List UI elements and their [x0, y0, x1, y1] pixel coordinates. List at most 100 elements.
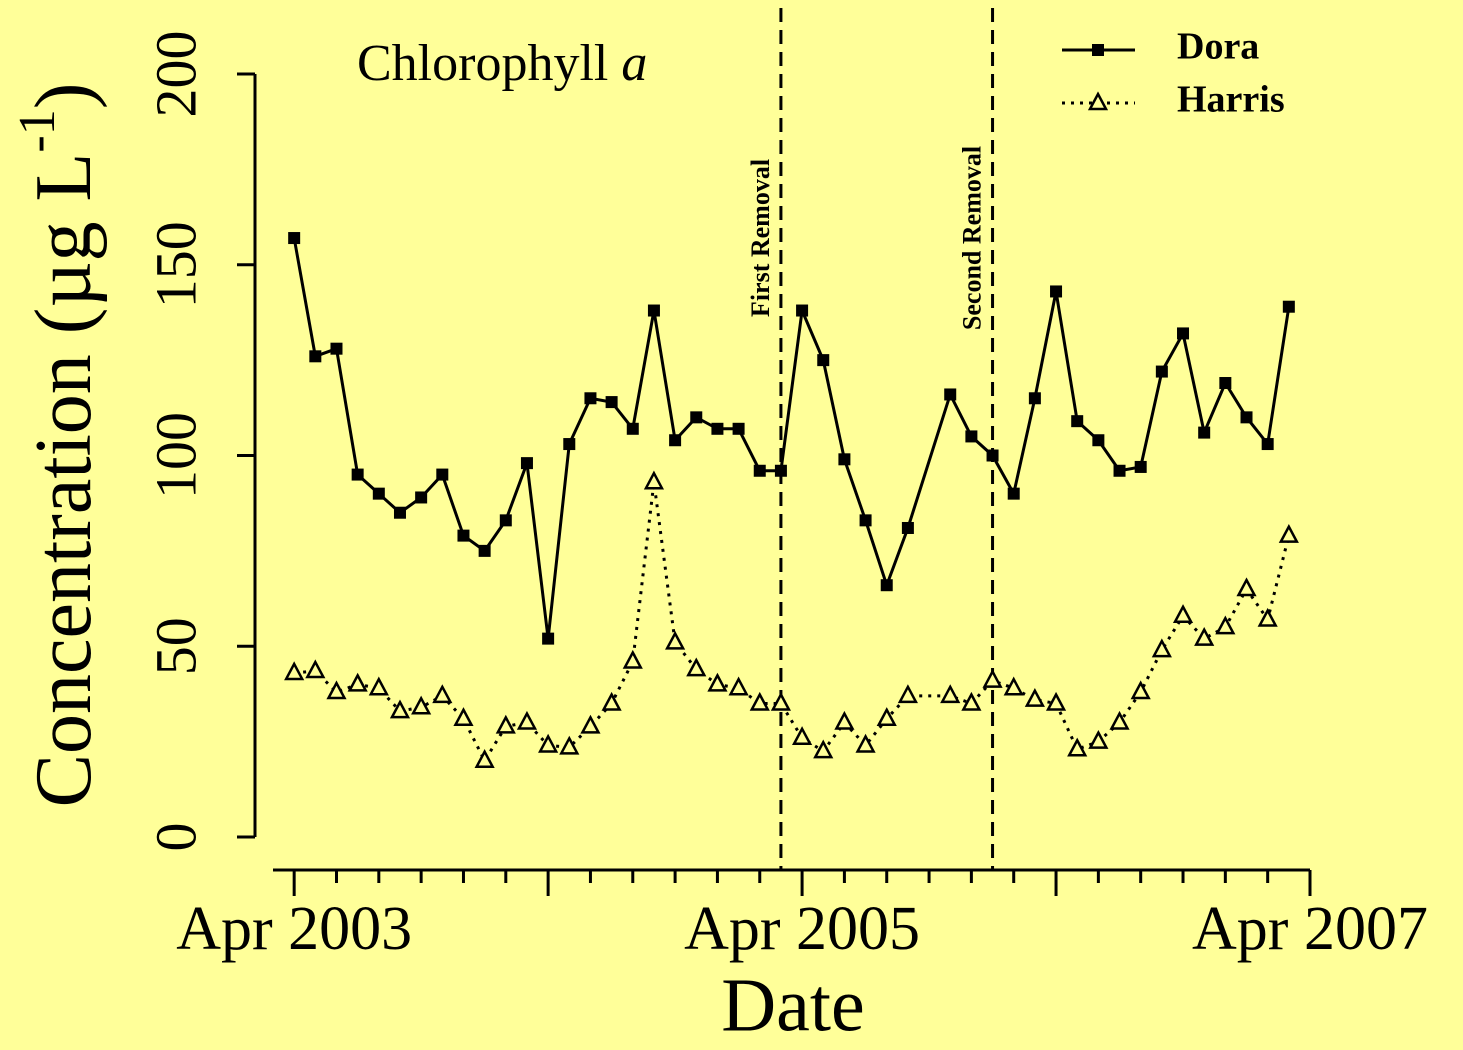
point: [1130, 680, 1151, 700]
point: [601, 691, 622, 711]
point: [1172, 604, 1194, 623]
legend-marker: [1092, 44, 1104, 56]
point: [796, 304, 809, 317]
point: [1282, 300, 1295, 313]
x-tick-label: Apr 2003: [176, 895, 412, 963]
point: [707, 672, 728, 692]
point: [1007, 487, 1020, 500]
point: [1113, 464, 1126, 477]
point: [1151, 638, 1172, 658]
point: [584, 392, 597, 405]
point: [982, 668, 1003, 688]
point: [284, 661, 305, 681]
point: [749, 691, 770, 711]
y-tick-label: 100: [143, 412, 208, 499]
point: [1236, 577, 1257, 597]
y-axis-label: Concentration (µg L-1): [9, 83, 108, 808]
point: [1024, 688, 1045, 707]
point: [538, 733, 559, 753]
point: [415, 491, 428, 504]
point: [647, 304, 660, 317]
point: [1177, 327, 1190, 340]
point: [876, 707, 897, 726]
point: [880, 579, 893, 592]
point: [542, 632, 555, 645]
point: [432, 684, 453, 704]
point: [1134, 460, 1147, 473]
point: [1155, 365, 1168, 378]
point: [516, 710, 538, 730]
point: [372, 487, 385, 500]
point: [499, 514, 512, 527]
point: [393, 506, 406, 519]
point: [563, 438, 576, 451]
legend-marker: [1087, 91, 1109, 111]
y-tick-label: 0: [143, 823, 208, 852]
point: [1257, 607, 1278, 627]
y-tick-label: 150: [143, 221, 208, 308]
point: [1050, 285, 1063, 298]
point: [732, 422, 745, 435]
point: [330, 342, 343, 355]
point: [774, 464, 787, 477]
point: [309, 350, 322, 363]
point: [1092, 434, 1105, 447]
point: [389, 699, 411, 719]
point: [940, 684, 961, 704]
point: [791, 726, 813, 746]
point: [813, 739, 834, 759]
point: [1028, 392, 1041, 405]
point: [305, 659, 326, 679]
point: [351, 468, 364, 481]
point: [1261, 438, 1274, 451]
point: [520, 457, 533, 470]
point: [901, 521, 914, 534]
point: [1198, 426, 1211, 439]
point: [1278, 523, 1299, 543]
point: [817, 354, 830, 367]
point: [855, 733, 876, 753]
point: [1109, 710, 1130, 730]
point: [1194, 626, 1215, 646]
point: [1071, 415, 1084, 428]
point: [965, 430, 978, 443]
point: [626, 422, 639, 435]
legend-label: Dora: [1177, 26, 1259, 68]
x-tick-label: Apr 2005: [684, 895, 920, 963]
point: [559, 735, 580, 755]
point: [1067, 737, 1088, 757]
point: [859, 514, 872, 527]
point: [986, 449, 999, 462]
point: [1088, 729, 1109, 749]
point: [605, 396, 618, 409]
point: [770, 691, 792, 711]
point: [669, 434, 682, 447]
point: [453, 707, 474, 726]
point: [457, 529, 470, 542]
point: [643, 470, 665, 490]
point: [897, 684, 918, 704]
annotation: Second Removal: [958, 146, 987, 330]
point: [478, 544, 491, 557]
point: [1045, 691, 1067, 711]
point: [711, 422, 724, 435]
point: [436, 468, 449, 481]
point: [686, 657, 707, 677]
y-tick-label: 200: [143, 31, 208, 118]
point: [495, 714, 516, 734]
point: [961, 691, 982, 711]
chart-title: Chlorophyll a: [357, 35, 647, 92]
point: [944, 388, 957, 401]
point: [347, 672, 368, 692]
point: [690, 411, 703, 424]
point: [474, 749, 495, 768]
point: [580, 714, 601, 734]
legend-label: Harris: [1177, 79, 1285, 121]
point: [665, 630, 686, 650]
point: [326, 680, 347, 700]
point: [622, 649, 643, 669]
y-tick-label: 50: [143, 617, 208, 675]
